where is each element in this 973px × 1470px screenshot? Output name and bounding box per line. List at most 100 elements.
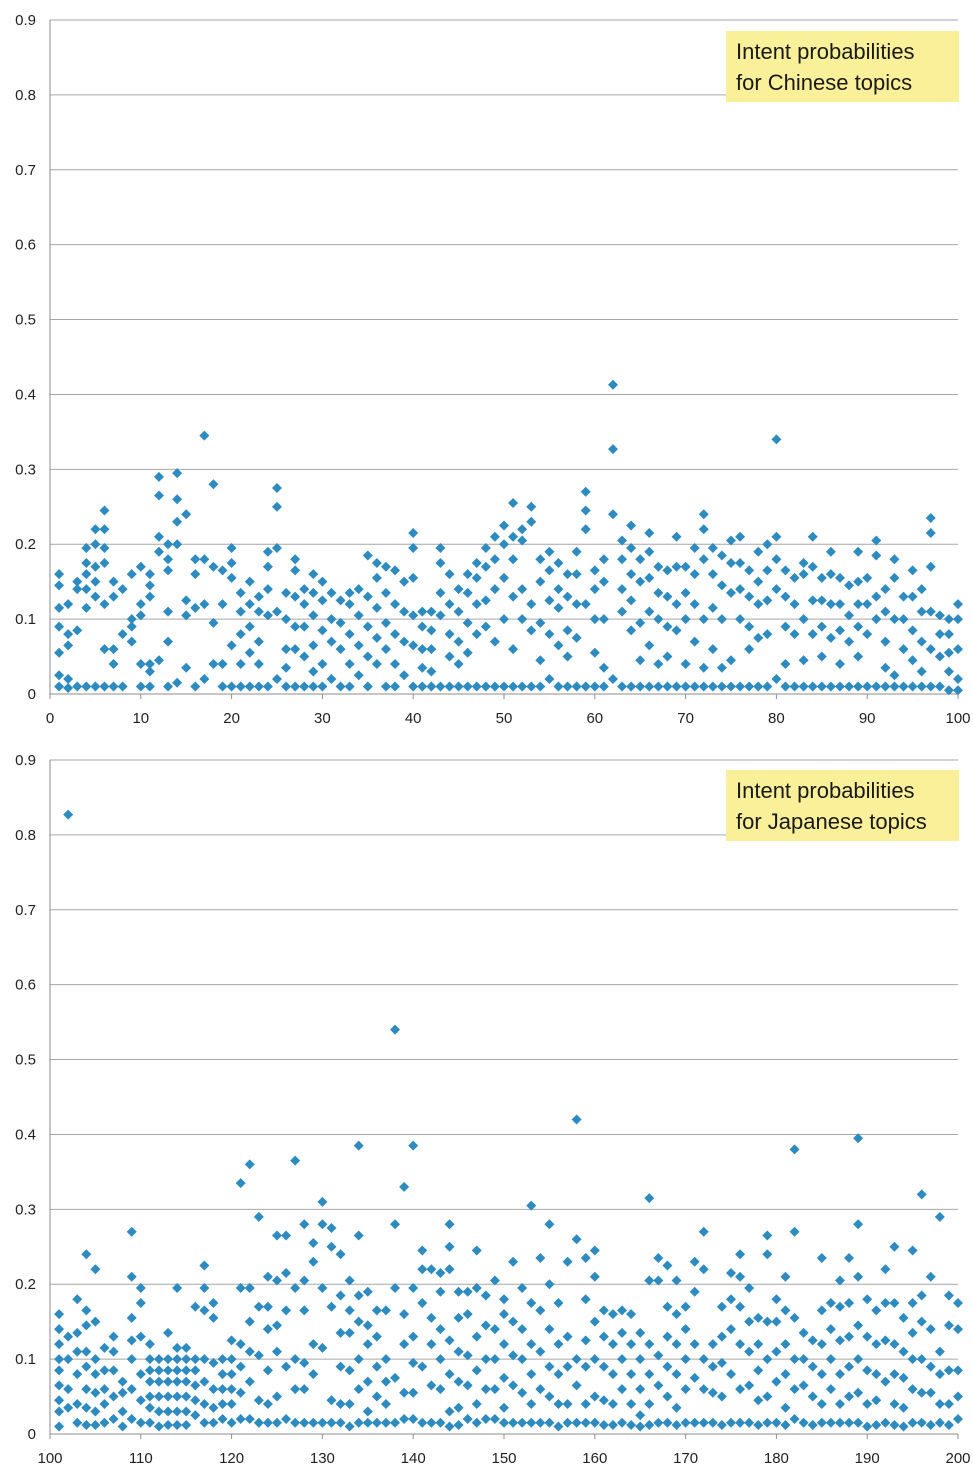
data-point — [272, 674, 282, 685]
data-point — [489, 1324, 500, 1335]
data-point — [789, 681, 800, 692]
data-point — [81, 1361, 92, 1372]
data-point — [707, 681, 718, 692]
data-point — [344, 659, 355, 670]
data-point — [81, 1346, 92, 1357]
data-point — [780, 565, 791, 576]
data-point — [617, 535, 628, 546]
data-point — [371, 632, 382, 643]
data-point — [117, 1387, 128, 1398]
data-point — [562, 681, 573, 692]
data-point — [480, 542, 491, 553]
data-point — [326, 1223, 337, 1234]
data-point — [244, 621, 255, 632]
data-point — [199, 1417, 210, 1428]
data-point — [726, 655, 736, 666]
data-point — [925, 1271, 936, 1282]
data-point — [489, 531, 500, 542]
data-point — [698, 554, 709, 565]
data-point — [853, 1133, 864, 1144]
data-point — [925, 1361, 936, 1372]
data-point — [825, 632, 836, 643]
data-point — [290, 591, 301, 602]
data-point — [698, 681, 709, 692]
data-point — [598, 1395, 609, 1406]
y-tick-label: 0.7 — [15, 902, 36, 919]
data-point — [871, 1369, 882, 1380]
data-point — [726, 1267, 736, 1278]
data-point — [753, 576, 764, 587]
data-point — [408, 1357, 419, 1368]
data-point — [190, 1301, 201, 1312]
data-point — [716, 1391, 727, 1402]
data-point — [807, 1420, 818, 1431]
data-point — [680, 561, 691, 572]
data-point — [517, 524, 528, 535]
data-point — [644, 1339, 655, 1350]
data-point — [480, 1384, 491, 1395]
data-point — [272, 606, 282, 617]
data-point — [117, 629, 128, 640]
data-point — [471, 629, 482, 640]
data-point — [244, 1376, 255, 1387]
x-tick-label: 70 — [677, 710, 694, 727]
data-point — [880, 1297, 891, 1308]
data-point — [362, 1286, 373, 1297]
data-point — [462, 1350, 473, 1361]
data-point — [444, 1264, 455, 1275]
data-point — [299, 1357, 310, 1368]
data-point — [671, 1339, 682, 1350]
data-point — [553, 1339, 564, 1350]
data-point — [163, 1376, 174, 1387]
data-point — [317, 1219, 328, 1230]
data-point — [789, 1384, 800, 1395]
data-point — [281, 1361, 292, 1372]
data-point — [680, 587, 691, 598]
data-point — [199, 1354, 210, 1365]
data-point — [362, 621, 373, 632]
data-point — [853, 681, 864, 692]
data-point — [235, 1178, 246, 1189]
data-point — [444, 1369, 455, 1380]
data-point — [272, 1391, 282, 1402]
data-point — [90, 524, 101, 535]
data-point — [762, 539, 773, 550]
data-point — [471, 1331, 482, 1342]
data-point — [898, 591, 909, 602]
data-point — [362, 1417, 373, 1428]
data-point — [680, 681, 691, 692]
data-point — [153, 471, 164, 482]
data-point — [63, 1354, 74, 1365]
data-point — [907, 655, 918, 666]
data-point — [426, 666, 437, 677]
data-point — [916, 1189, 927, 1200]
data-point — [607, 674, 618, 685]
data-point — [925, 513, 936, 524]
data-point — [444, 629, 455, 640]
data-point — [689, 599, 700, 610]
y-tick-label: 0.8 — [15, 87, 36, 104]
data-point — [235, 1339, 246, 1350]
data-point — [553, 640, 564, 651]
data-point — [417, 1361, 428, 1372]
data-point — [54, 580, 65, 591]
data-point — [880, 606, 891, 617]
y-tick-label: 0.9 — [15, 752, 36, 769]
data-point — [780, 1369, 791, 1380]
data-point — [880, 584, 891, 595]
data-point — [880, 636, 891, 647]
data-point — [953, 644, 963, 655]
data-point — [108, 644, 119, 655]
data-point — [862, 1421, 873, 1432]
data-point — [607, 1420, 618, 1431]
data-point — [208, 1357, 219, 1368]
data-point — [190, 602, 201, 613]
data-point — [489, 1354, 500, 1365]
data-point — [716, 1301, 727, 1312]
data-point — [880, 1335, 891, 1346]
data-point — [844, 580, 855, 591]
data-point — [253, 1417, 264, 1428]
data-point — [571, 1354, 582, 1365]
data-point — [326, 1301, 337, 1312]
